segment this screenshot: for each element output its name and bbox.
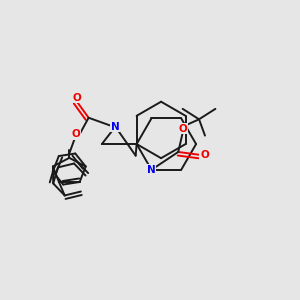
- Text: O: O: [71, 129, 80, 139]
- Text: N: N: [111, 122, 120, 132]
- Text: O: O: [178, 124, 187, 134]
- Text: O: O: [200, 150, 209, 160]
- Text: N: N: [147, 165, 156, 175]
- Text: O: O: [72, 93, 81, 103]
